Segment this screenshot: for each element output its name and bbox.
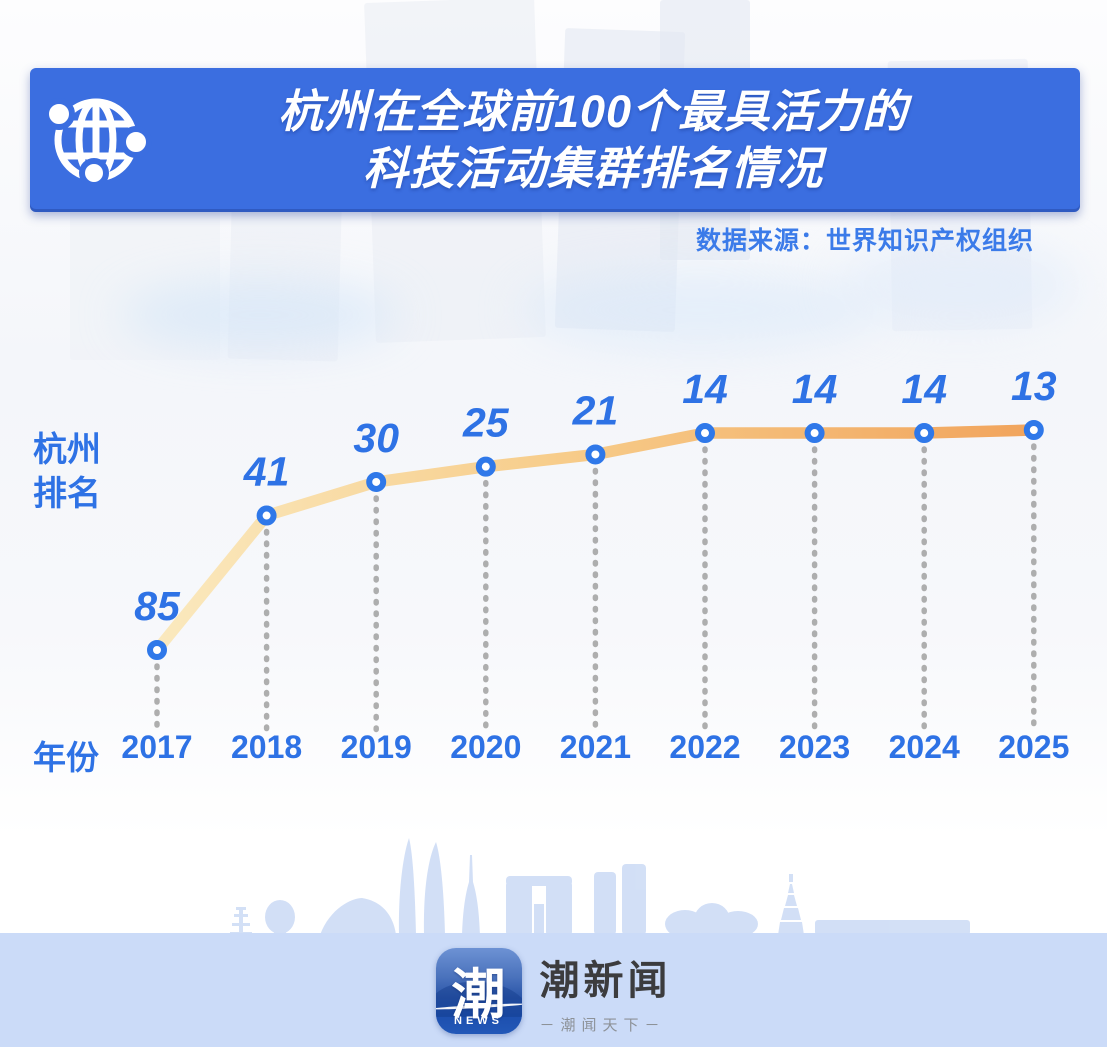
x-tick-label: 2025 <box>998 729 1069 765</box>
chao-news-app-icon: 潮 NEWS <box>435 948 522 1034</box>
data-point <box>366 471 387 492</box>
data-point <box>256 505 277 526</box>
x-axis-label: 年份 <box>33 739 99 776</box>
data-point <box>585 444 606 465</box>
x-tick-label: 2024 <box>889 729 960 765</box>
x-tick-label: 2021 <box>560 729 631 765</box>
x-tick-label: 2023 <box>779 729 850 765</box>
page-title-line1: 杭州在全球前100个最具活力的 <box>277 86 909 137</box>
x-tick-label: 2020 <box>450 729 521 765</box>
brand-name: 潮新闻 <box>539 958 672 1003</box>
data-point <box>695 423 715 444</box>
x-tick-label: 2019 <box>341 729 412 765</box>
data-point <box>914 423 935 444</box>
data-point-label: 13 <box>1011 363 1057 409</box>
footer-band: 潮 NEWS 潮新闻 －潮闻天下－ <box>0 933 1107 1047</box>
header-banner: 杭州在全球前100个最具活力的 科技活动集群排名情况 <box>30 68 1080 212</box>
globe-network-icon <box>30 79 162 201</box>
data-point-label: 21 <box>572 387 619 433</box>
data-point-label: 41 <box>243 449 290 495</box>
data-source-label: 数据来源：世界知识产权组织 <box>695 227 1034 255</box>
publisher-logo: 潮 NEWS 潮新闻 －潮闻天下－ <box>435 948 672 1035</box>
logo-character: 潮 <box>451 965 506 1025</box>
data-point <box>147 640 167 660</box>
data-point-label: 14 <box>682 366 728 412</box>
y-axis-label-line2: 排名 <box>33 475 101 513</box>
data-point <box>475 456 496 477</box>
brand-tagline: －潮闻天下－ <box>539 1016 666 1034</box>
data-point-label: 14 <box>792 366 838 412</box>
x-tick-label: 2018 <box>231 729 302 765</box>
data-point <box>804 423 825 444</box>
page-title-line2: 科技活动集群排名情况 <box>362 143 823 194</box>
hangzhou-skyline-silhouette <box>230 838 970 935</box>
data-point <box>1023 420 1044 440</box>
x-tick-label: 2017 <box>121 729 192 765</box>
data-point-label: 30 <box>353 415 399 461</box>
data-point-label: 25 <box>462 400 510 446</box>
wave-shape <box>435 982 522 1017</box>
x-tick-label: 2022 <box>669 729 740 765</box>
data-point-label: 14 <box>901 366 947 412</box>
y-axis-label-line1: 杭州 <box>33 431 101 469</box>
y-axis-label: 杭州 排名 <box>33 428 101 516</box>
data-point-label: 85 <box>134 583 181 629</box>
logo-news-label: NEWS <box>454 1015 503 1027</box>
